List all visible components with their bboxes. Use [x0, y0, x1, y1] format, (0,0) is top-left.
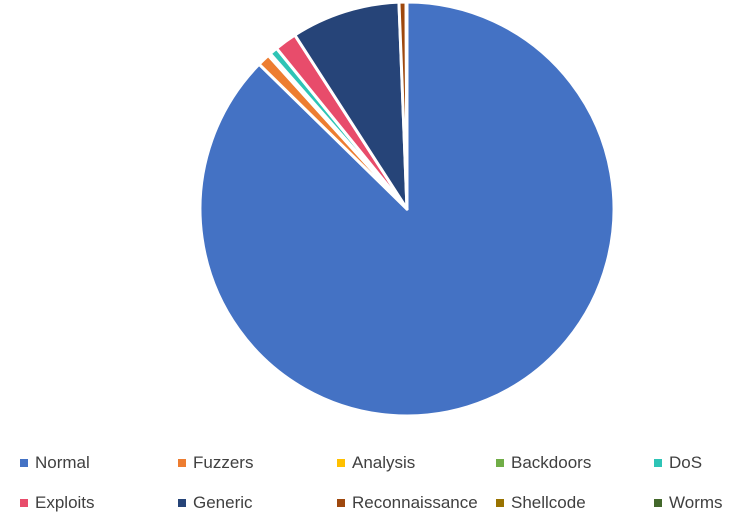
legend-label-worms: Worms: [669, 493, 723, 513]
legend-swatch-reconnaissance: [337, 499, 345, 507]
legend-item-analysis: Analysis: [337, 453, 415, 473]
legend-label-reconnaissance: Reconnaissance: [352, 493, 478, 513]
legend-label-fuzzers: Fuzzers: [193, 453, 253, 473]
legend-swatch-analysis: [337, 459, 345, 467]
legend-swatch-fuzzers: [178, 459, 186, 467]
legend-item-generic: Generic: [178, 493, 253, 513]
legend-swatch-backdoors: [496, 459, 504, 467]
legend-swatch-normal: [20, 459, 28, 467]
legend-item-worms: Worms: [654, 493, 723, 513]
legend-item-fuzzers: Fuzzers: [178, 453, 253, 473]
legend-item-reconnaissance: Reconnaissance: [337, 493, 478, 513]
legend-label-dos: DoS: [669, 453, 702, 473]
legend-swatch-shellcode: [496, 499, 504, 507]
legend-label-analysis: Analysis: [352, 453, 415, 473]
legend-swatch-dos: [654, 459, 662, 467]
pie-plot-area: [0, 0, 747, 450]
legend-label-exploits: Exploits: [35, 493, 95, 513]
legend-label-backdoors: Backdoors: [511, 453, 591, 473]
legend-label-normal: Normal: [35, 453, 90, 473]
legend-swatch-exploits: [20, 499, 28, 507]
legend-item-shellcode: Shellcode: [496, 493, 586, 513]
legend-label-generic: Generic: [193, 493, 253, 513]
legend-item-dos: DoS: [654, 453, 702, 473]
legend-item-exploits: Exploits: [20, 493, 95, 513]
chart-legend: Normal Fuzzers Analysis Backdoors DoS Ex…: [0, 450, 747, 512]
legend-item-backdoors: Backdoors: [496, 453, 591, 473]
legend-label-shellcode: Shellcode: [511, 493, 586, 513]
legend-swatch-generic: [178, 499, 186, 507]
legend-swatch-worms: [654, 499, 662, 507]
legend-item-normal: Normal: [20, 453, 90, 473]
